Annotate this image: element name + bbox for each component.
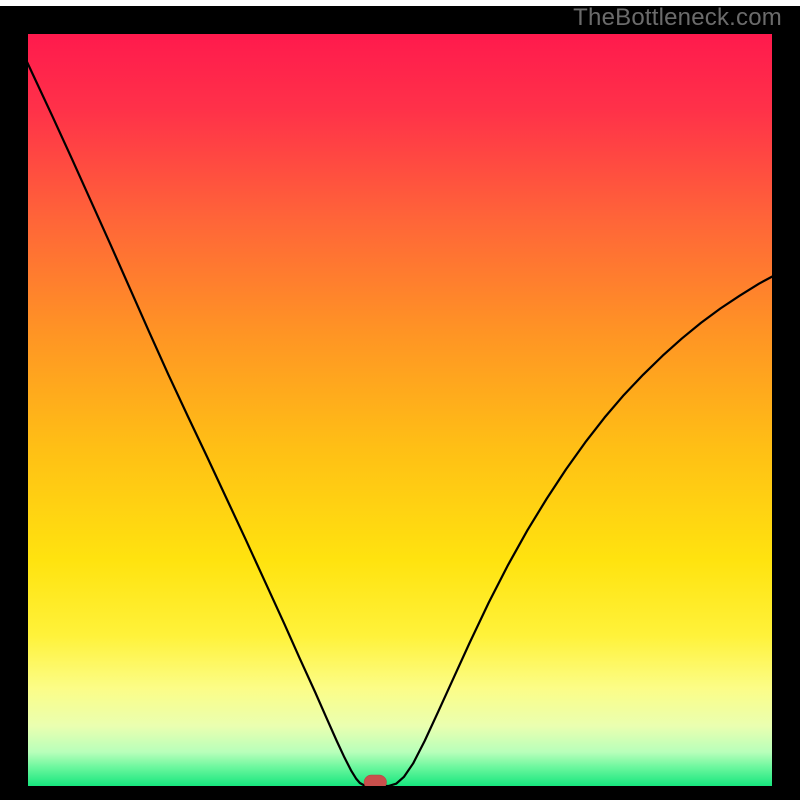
- chart-frame: TheBottleneck.com: [0, 0, 800, 800]
- bottleneck-chart-svg: [0, 0, 800, 800]
- plot-background: [14, 34, 786, 786]
- watermark-text: TheBottleneck.com: [573, 4, 782, 32]
